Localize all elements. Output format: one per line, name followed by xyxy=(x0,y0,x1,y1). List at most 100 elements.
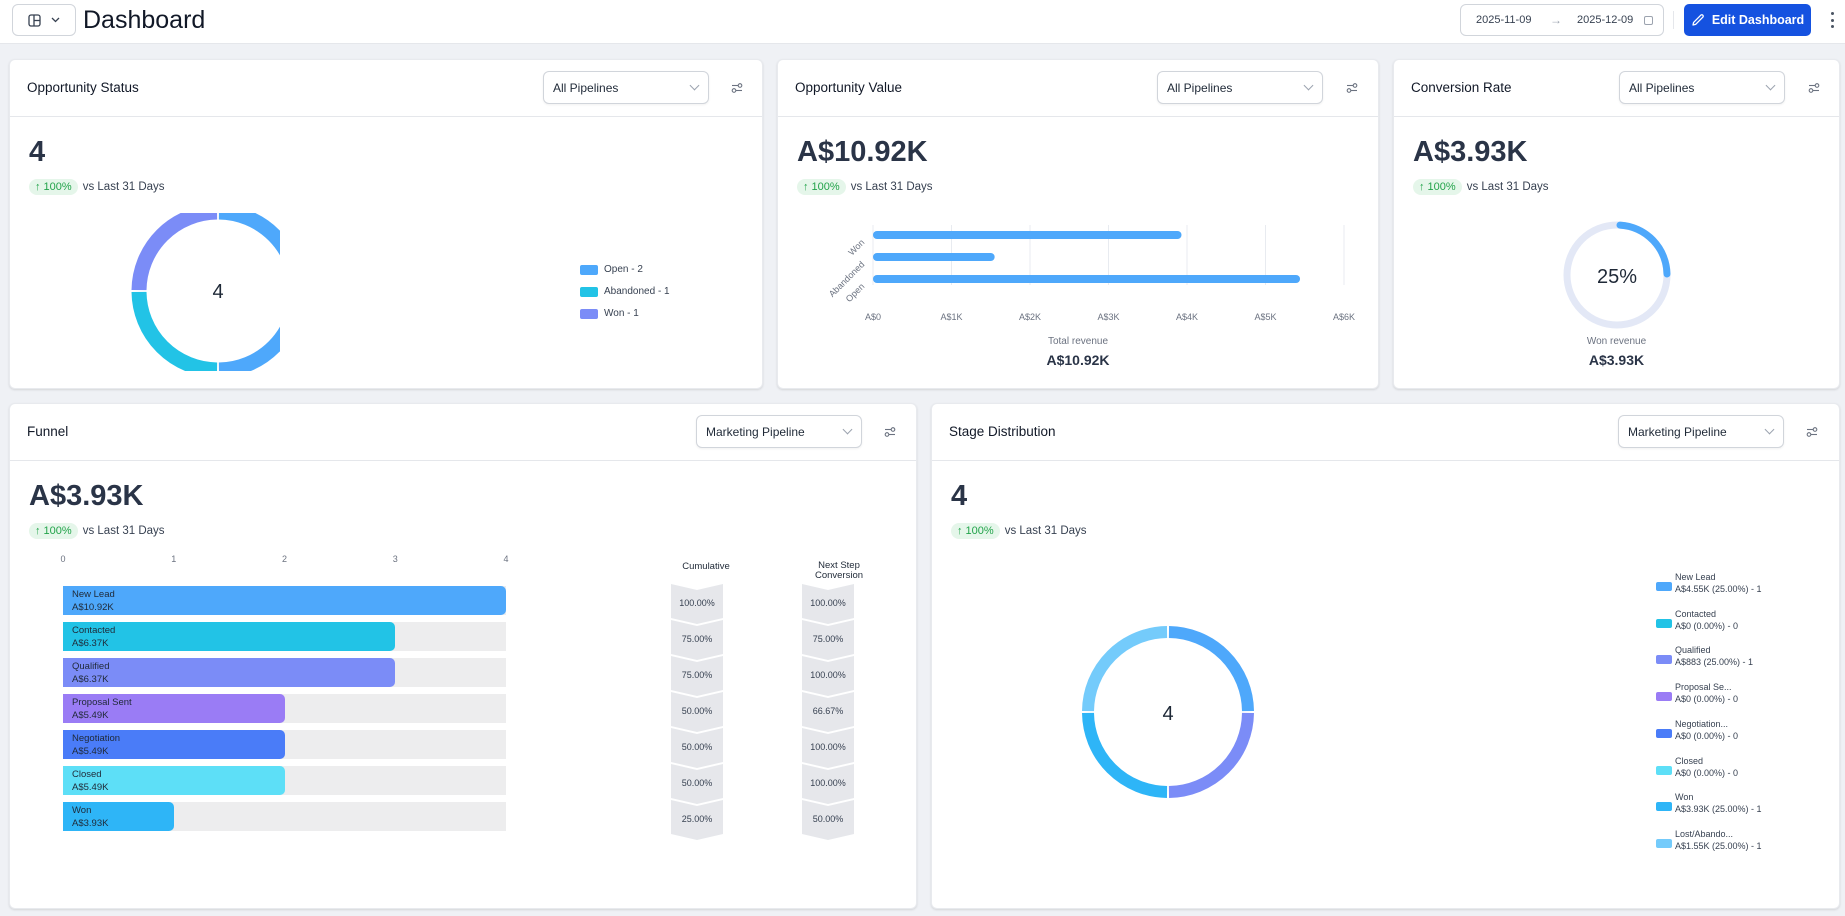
stage-name: Negotiation xyxy=(72,733,121,744)
trend-label: vs Last 31 Days xyxy=(82,181,165,193)
funnel-row[interactable]: Qualified A$6.37K xyxy=(63,658,506,687)
legend-item[interactable]: Won - 1 xyxy=(580,308,639,319)
percent-value: 100.00% xyxy=(810,598,846,608)
chevron-down-icon xyxy=(1765,80,1776,91)
card-title: Conversion Rate xyxy=(1411,80,1512,95)
funnel-card: Funnel Marketing Pipeline A$3.93K ↑ 100%… xyxy=(9,403,917,909)
funnel-bar[interactable]: Contacted A$6.37K xyxy=(63,622,396,651)
chevron-shape xyxy=(802,620,854,660)
bar-open[interactable] xyxy=(873,275,1301,283)
filter-settings-icon[interactable] xyxy=(1807,81,1821,95)
next-step-header-line1: Next Step xyxy=(818,560,860,571)
percent-value: 75.00% xyxy=(681,670,713,680)
stage-distribution-donut: 4 xyxy=(1082,626,1254,798)
legend-label: Won - 1 xyxy=(604,308,639,319)
bar-abandoned[interactable] xyxy=(873,253,995,261)
pipeline-select[interactable]: All Pipelines xyxy=(1157,71,1323,104)
filter-settings-icon[interactable] xyxy=(883,425,897,439)
date-range-picker[interactable]: 2025-11-09 → 2025-12-09 xyxy=(1460,4,1664,36)
chevron-shape xyxy=(802,800,854,840)
legend-label: Lost/Abando... xyxy=(1675,828,1734,839)
legend-item[interactable]: Lost/Abando... A$1.55K (25.00%) - 1 xyxy=(1654,829,1794,859)
funnel-row[interactable]: Negotiation A$5.49K xyxy=(63,730,506,759)
legend-item[interactable]: Qualified A$883 (25.00%) - 1 xyxy=(1654,645,1794,675)
trend-row: ↑ 100% vs Last 31 Days xyxy=(29,523,165,539)
layout-icon xyxy=(28,13,41,27)
funnel-bar[interactable]: Closed A$5.49K xyxy=(63,766,285,795)
donut-slice-abandoned[interactable] xyxy=(131,291,218,371)
stage-name: Closed xyxy=(72,769,102,780)
total-revenue-value: A$10.92K xyxy=(1046,352,1110,368)
card-title: Opportunity Status xyxy=(27,80,139,95)
won-revenue-label: Won revenue xyxy=(1586,336,1647,347)
card-title: Stage Distribution xyxy=(949,424,1056,439)
x-tick-label: 4 xyxy=(503,554,509,564)
donut-slice-qualified[interactable] xyxy=(1168,712,1254,798)
donut-slice-lost-abando[interactable] xyxy=(1082,626,1168,712)
funnel-row[interactable]: Won A$3.93K xyxy=(63,802,506,831)
chevron-shape xyxy=(802,692,854,732)
won-revenue-value: A$3.93K xyxy=(1588,352,1645,368)
pipeline-select[interactable]: Marketing Pipeline xyxy=(1618,415,1784,448)
chevron-down-icon xyxy=(689,80,700,91)
cumulative-cell: 75.00% xyxy=(671,656,723,696)
pipeline-select[interactable]: All Pipelines xyxy=(1619,71,1785,104)
donut-slice-new-lead[interactable] xyxy=(1168,626,1254,712)
date-start[interactable]: 2025-11-09 xyxy=(1476,14,1532,26)
donut-slice-won[interactable] xyxy=(131,213,218,291)
more-options-icon[interactable] xyxy=(1829,10,1835,30)
funnel-bar[interactable]: Won A$3.93K xyxy=(63,802,174,831)
stage-value: A$5.49K xyxy=(72,710,109,721)
y-tick-label: Won xyxy=(846,237,866,257)
pipeline-select[interactable]: Marketing Pipeline xyxy=(696,415,862,448)
stage-value: A$6.37K xyxy=(72,638,109,649)
edit-dashboard-button[interactable]: Edit Dashboard xyxy=(1684,4,1811,36)
card-header: Stage Distribution Marketing Pipeline xyxy=(932,404,1839,461)
legend-item[interactable]: Abandoned - 1 xyxy=(580,286,670,297)
x-tick-label: A$3K xyxy=(1097,312,1119,322)
next-step-cell: 100.00% xyxy=(802,764,854,804)
bar-won[interactable] xyxy=(873,231,1182,239)
filter-settings-icon[interactable] xyxy=(1345,81,1359,95)
legend-item[interactable]: Won A$3.93K (25.00%) - 1 xyxy=(1654,792,1794,822)
x-tick-label: A$6K xyxy=(1333,312,1355,322)
legend-swatch xyxy=(580,264,598,275)
trend-row: ↑ 100% vs Last 31 Days xyxy=(29,179,165,195)
layout-switcher-button[interactable] xyxy=(12,4,76,36)
legend-item[interactable]: Closed A$0 (0.00%) - 0 xyxy=(1654,756,1794,786)
funnel-bar[interactable]: Qualified A$6.37K xyxy=(63,658,396,687)
legend-item[interactable]: New Lead A$4.55K (25.00%) - 1 xyxy=(1654,572,1794,602)
percent-value: 66.67% xyxy=(812,706,844,716)
percent-value: 100.00% xyxy=(679,598,715,608)
stage-value: A$3.93K xyxy=(72,818,109,829)
legend-label: Qualified xyxy=(1675,645,1711,656)
calendar-icon[interactable] xyxy=(1644,16,1653,25)
funnel-row[interactable]: Contacted A$6.37K xyxy=(63,622,506,651)
funnel-bar[interactable]: New Lead A$10.92K xyxy=(63,586,506,615)
next-step-cell: 100.00% xyxy=(802,656,854,696)
donut-slice-open[interactable] xyxy=(218,213,280,371)
stage-name: New Lead xyxy=(72,589,115,600)
donut-slice-won[interactable] xyxy=(1082,712,1168,798)
legend-item[interactable]: Open - 2 xyxy=(580,264,643,275)
funnel-bar[interactable]: Negotiation A$5.49K xyxy=(63,730,285,759)
next-step-header-line2: Conversion xyxy=(814,570,864,581)
legend-item[interactable]: Proposal Se... A$0 (0.00%) - 0 xyxy=(1654,682,1794,712)
legend-item[interactable]: Contacted A$0 (0.00%) - 0 xyxy=(1654,609,1794,639)
pipeline-select[interactable]: All Pipelines xyxy=(543,71,709,104)
pencil-icon xyxy=(1692,14,1704,26)
date-end[interactable]: 2025-12-09 xyxy=(1577,14,1634,26)
cumulative-cell: 50.00% xyxy=(671,692,723,732)
filter-settings-icon[interactable] xyxy=(730,81,744,95)
stage-value: A$6.37K xyxy=(72,674,109,685)
funnel-row[interactable]: Closed A$5.49K xyxy=(63,766,506,795)
funnel-row[interactable]: New Lead A$10.92K xyxy=(63,586,506,615)
funnel-row[interactable]: Proposal Sent A$5.49K xyxy=(63,694,506,723)
donut-clip: 4 xyxy=(90,213,280,371)
legend-item[interactable]: Negotiation... A$0 (0.00%) - 0 xyxy=(1654,719,1794,749)
filter-settings-icon[interactable] xyxy=(1805,425,1819,439)
chevron-shape xyxy=(802,584,854,624)
funnel-bar[interactable]: Proposal Sent A$5.49K xyxy=(63,694,285,723)
stage-value: A$5.49K xyxy=(72,746,109,757)
pipeline-select-value: All Pipelines xyxy=(553,81,619,95)
